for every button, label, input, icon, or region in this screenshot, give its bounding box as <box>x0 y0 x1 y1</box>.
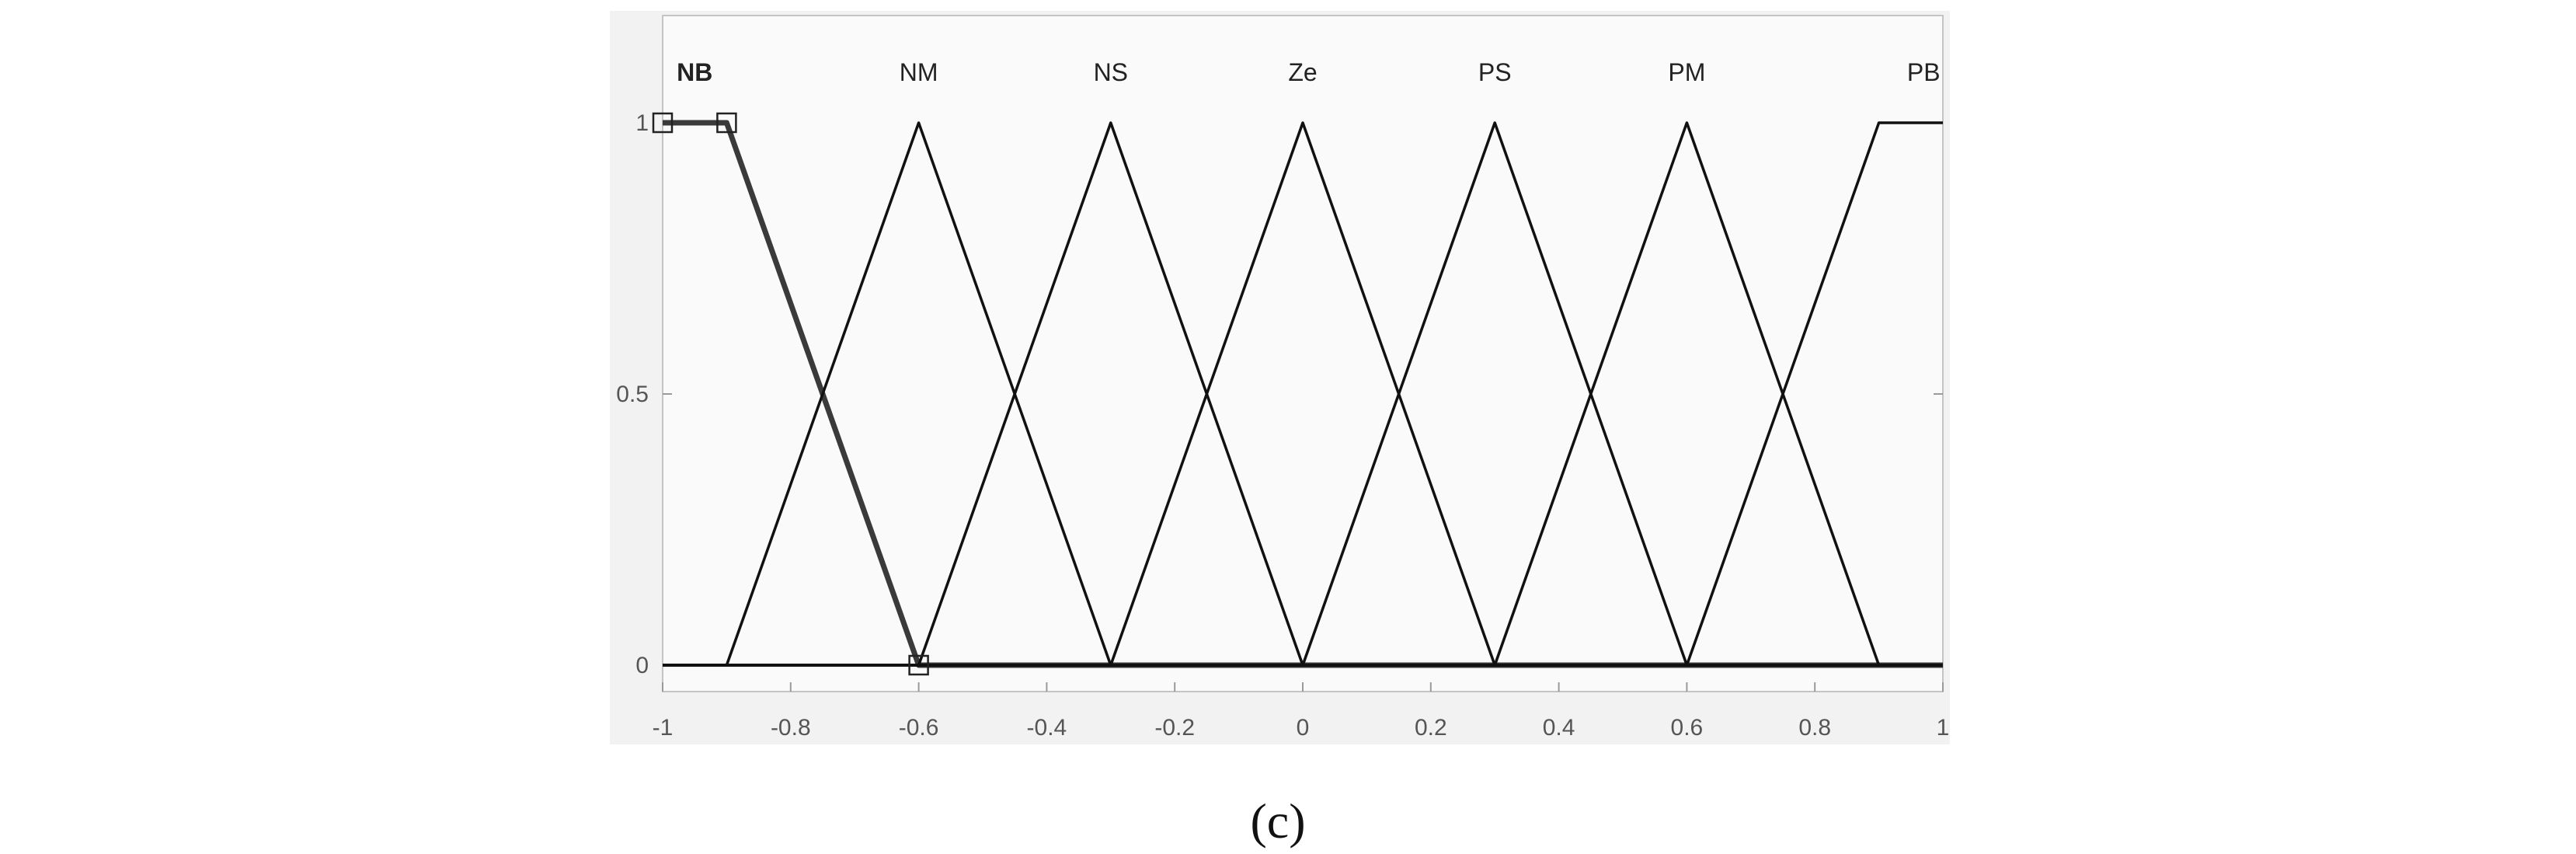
y-tick-label: 1 <box>635 110 649 136</box>
x-tick-label: 0.8 <box>1798 715 1831 741</box>
y-tick-label: 0 <box>635 653 649 678</box>
x-tick-label: -0.4 <box>1027 715 1067 741</box>
x-tick-label: -0.2 <box>1154 715 1195 741</box>
series-label-ze: Ze <box>1288 58 1317 86</box>
x-tick-label: -0.6 <box>899 715 939 741</box>
x-tick-label: 1 <box>1937 715 1950 741</box>
x-tick-label: 0.4 <box>1543 715 1575 741</box>
y-axis: 00.51 <box>616 110 1943 678</box>
vertex-marker <box>652 112 674 134</box>
series-lines <box>663 120 1943 668</box>
series-label-nb: NB <box>677 58 712 86</box>
series-label-pm: PM <box>1668 58 1705 86</box>
series-labels: NB NM NS Ze PS PM PB <box>677 58 1941 86</box>
series-label-ns: NS <box>1094 58 1128 86</box>
series-label-pb: PB <box>1907 58 1941 86</box>
selected-series-markers <box>652 112 929 676</box>
figure-caption: (c) <box>1250 793 1305 849</box>
vertex-marker <box>716 112 737 134</box>
series-line-pb <box>663 121 1943 667</box>
y-tick-label: 0.5 <box>616 382 649 407</box>
vertex-marker <box>908 654 929 676</box>
x-axis: -1 -0.8 -0.6 -0.4 -0.2 0 0.2 0.4 0.6 0.8 1 <box>653 682 1950 741</box>
x-tick-label: -0.8 <box>771 715 811 741</box>
series-label-ps: PS <box>1478 58 1512 86</box>
series-label-nm: NM <box>900 58 938 86</box>
x-tick-label: -1 <box>653 715 674 741</box>
x-tick-label: 0.2 <box>1415 715 1447 741</box>
x-tick-label: 0 <box>1297 715 1310 741</box>
x-tick-label: 0.6 <box>1671 715 1704 741</box>
plot-area <box>662 15 1944 692</box>
